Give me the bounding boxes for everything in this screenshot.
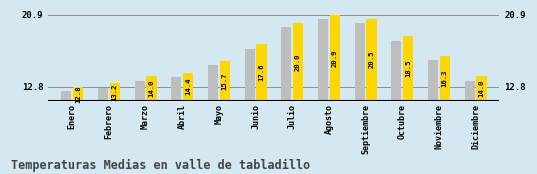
Text: 15.7: 15.7 — [222, 72, 228, 90]
Text: 12.8: 12.8 — [75, 85, 81, 103]
Text: 17.6: 17.6 — [258, 64, 264, 81]
Bar — [256, 44, 266, 101]
Bar — [171, 77, 182, 101]
Bar — [391, 41, 402, 101]
Text: 18.5: 18.5 — [405, 60, 411, 77]
Bar — [281, 27, 292, 101]
Text: 20.5: 20.5 — [368, 51, 374, 68]
Bar — [318, 19, 328, 101]
Bar — [403, 36, 413, 101]
Bar — [465, 81, 475, 101]
Bar — [73, 87, 83, 101]
Text: 13.2: 13.2 — [112, 83, 118, 101]
Bar — [183, 73, 193, 101]
Text: 20.0: 20.0 — [295, 53, 301, 71]
Text: 14.4: 14.4 — [185, 78, 191, 96]
Text: 14.0: 14.0 — [148, 80, 154, 97]
Bar — [366, 18, 376, 101]
Text: Temperaturas Medias en valle de tabladillo: Temperaturas Medias en valle de tabladil… — [11, 159, 310, 172]
Bar — [134, 81, 145, 101]
Bar — [208, 65, 218, 101]
Bar — [110, 83, 120, 101]
Bar — [244, 49, 255, 101]
Text: 16.3: 16.3 — [442, 70, 448, 87]
Bar — [98, 88, 108, 101]
Text: 14.0: 14.0 — [478, 80, 484, 97]
Bar — [354, 23, 365, 101]
Bar — [61, 91, 71, 101]
Bar — [146, 76, 156, 101]
Bar — [293, 23, 303, 101]
Text: 20.9: 20.9 — [332, 49, 338, 67]
Bar — [330, 15, 340, 101]
Bar — [476, 76, 487, 101]
Bar — [428, 60, 438, 101]
Bar — [440, 56, 450, 101]
Bar — [220, 61, 230, 101]
